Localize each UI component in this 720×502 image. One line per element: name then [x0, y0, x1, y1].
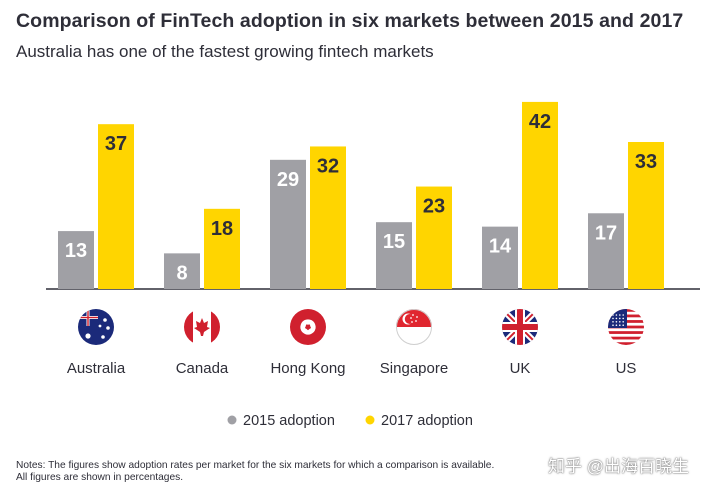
flags-group — [78, 309, 644, 345]
notes-line-1: Notes: The figures show adoption rates p… — [16, 460, 495, 471]
bar-hong-kong-2015 — [270, 159, 306, 289]
bar-singapore-2015 — [376, 222, 412, 289]
singapore-flag-icon — [396, 309, 432, 345]
category-label: Hong Kong — [270, 360, 345, 377]
category-label: Singapore — [380, 360, 448, 377]
bar-value-label: 32 — [317, 155, 339, 177]
legend-label-2017: 2017 adoption — [381, 413, 473, 429]
hong-kong-flag-icon — [290, 309, 326, 345]
bar-value-label: 37 — [105, 133, 127, 155]
watermark: 知乎 @出海百晓生 — [548, 457, 689, 476]
bar-canada-2015 — [164, 253, 200, 289]
bar-canada-2017 — [204, 208, 240, 289]
bars-group: 13 37 8 18 29 32 15 23 14 42 17 33 — [58, 101, 664, 289]
bar-chart: 13 37 8 18 29 32 15 23 14 42 17 33 Australia Canada H… — [46, 101, 700, 429]
bar-value-label: 15 — [383, 231, 405, 253]
bar-uk-2017 — [522, 101, 558, 289]
bar-value-label: 8 — [176, 262, 187, 284]
us-flag-icon — [608, 309, 644, 345]
bar-us-2015 — [588, 213, 624, 289]
category-label: Canada — [176, 360, 229, 377]
bar-singapore-2017 — [416, 186, 452, 289]
category-label: UK — [510, 360, 531, 377]
bar-value-label: 17 — [595, 222, 617, 244]
bar-value-label: 14 — [489, 236, 512, 258]
bar-value-label: 13 — [65, 240, 87, 262]
australia-flag-icon — [78, 309, 114, 345]
chart-notes: Notes: The figures show adoption rates p… — [16, 460, 556, 484]
bar-australia-2017 — [98, 124, 134, 289]
uk-flag-icon — [502, 309, 538, 345]
category-label: US — [616, 360, 637, 377]
bar-value-label: 33 — [635, 151, 657, 173]
legend-marker-2015 — [227, 415, 237, 425]
legend: 2015 adoption 2017 adoption — [227, 413, 473, 429]
bar-value-label: 29 — [277, 169, 299, 191]
canada-flag-icon — [184, 309, 220, 345]
category-label: Australia — [67, 360, 126, 377]
bar-uk-2015 — [482, 226, 518, 289]
notes-line-2: All figures are shown in percentages. — [16, 472, 184, 483]
bar-value-label: 23 — [423, 196, 445, 218]
bar-value-label: 42 — [529, 111, 551, 133]
bar-value-label: 18 — [211, 218, 233, 240]
bar-australia-2015 — [58, 231, 94, 289]
category-labels-group: Australia Canada Hong Kong Singapore UK US — [67, 360, 637, 377]
bar-us-2017 — [628, 142, 664, 289]
legend-marker-2017 — [365, 415, 375, 425]
bar-hong-kong-2017 — [310, 146, 346, 289]
chart-title: Comparison of FinTech adoption in six ma… — [16, 10, 684, 32]
chart-subtitle: Australia has one of the fastest growing… — [16, 42, 434, 61]
legend-label-2015: 2015 adoption — [243, 413, 335, 429]
